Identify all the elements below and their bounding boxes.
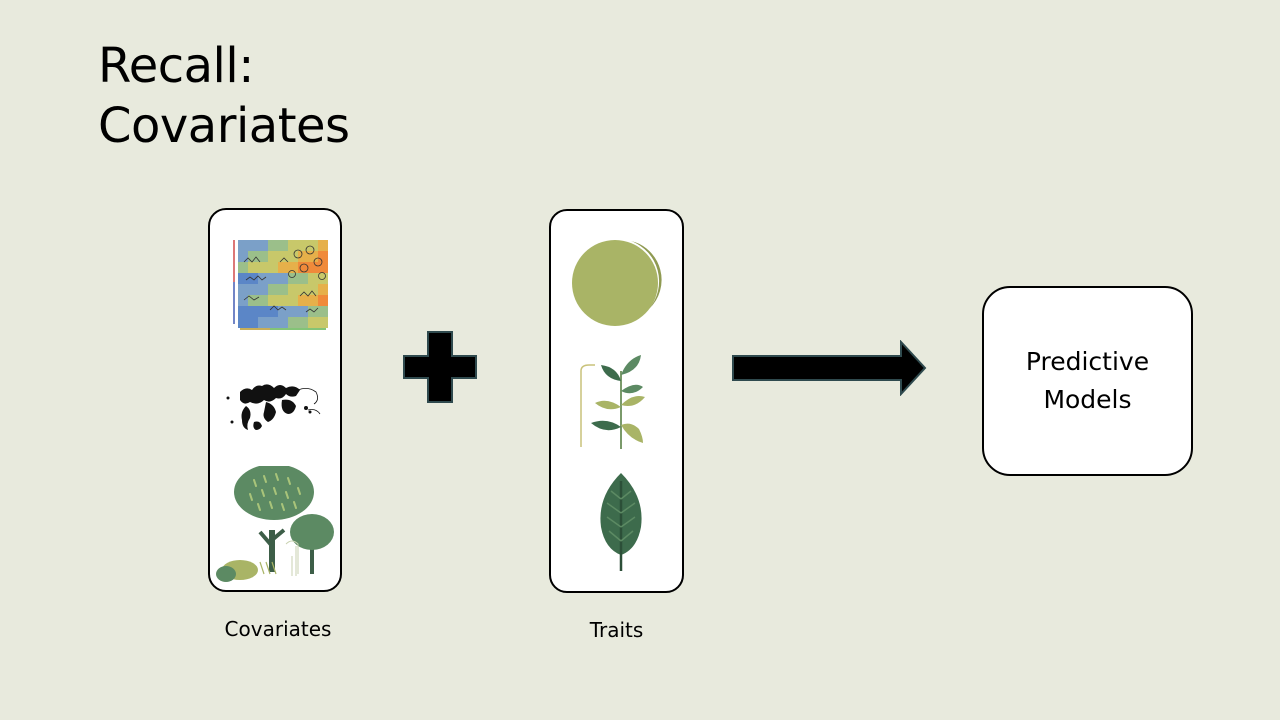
heatmap-cell <box>278 317 288 328</box>
heatmap-cell <box>268 284 278 295</box>
heatmap-cell <box>248 284 258 295</box>
heatmap-cell <box>288 240 298 251</box>
heatmap-cell <box>268 273 278 284</box>
heatmap-cell <box>258 262 268 273</box>
heatmap-cell <box>318 295 328 306</box>
heatmap-cell <box>238 273 248 284</box>
heatmap-cell <box>308 295 318 306</box>
heatmap-cell <box>248 306 258 317</box>
heatmap-cell <box>238 306 248 317</box>
heatmap-cell <box>258 240 268 251</box>
heatmap-cell <box>238 295 248 306</box>
heatmap-cell <box>258 284 268 295</box>
heatmap-cell <box>268 295 278 306</box>
heatmap-cell <box>288 284 298 295</box>
heatmap-cell <box>248 317 258 328</box>
seed-icon <box>572 240 662 326</box>
heatmap-cell <box>238 317 248 328</box>
slide-title: Recall: Covariates <box>98 38 350 154</box>
heatmap-cell <box>278 284 288 295</box>
covariates-caption: Covariates <box>224 617 332 641</box>
heatmap-cell <box>238 262 248 273</box>
heatmap-cell <box>248 295 258 306</box>
heatmap-cell <box>248 251 258 262</box>
heatmap-cell <box>278 262 288 273</box>
map-icon <box>226 384 321 430</box>
heatmap-cell <box>288 295 298 306</box>
heatmap-cell <box>308 284 318 295</box>
heatmap-cell <box>238 240 248 251</box>
heatmap-cell <box>298 284 308 295</box>
heatmap-cell <box>308 251 318 262</box>
traits-caption: Traits <box>589 618 644 642</box>
heatmap-cell <box>298 306 308 317</box>
heatmap-cell <box>308 262 318 273</box>
heatmap-cell <box>318 240 328 251</box>
heatmap-cell <box>278 240 288 251</box>
heatmap-cell <box>318 317 328 328</box>
trees-icon <box>216 466 334 582</box>
heatmap-cell <box>258 306 268 317</box>
heatmap-cell <box>268 317 278 328</box>
predictive-models-box: Predictive Models <box>982 286 1193 476</box>
heatmap-cell <box>278 273 288 284</box>
heatmap-cell <box>298 251 308 262</box>
heatmap-cell <box>268 251 278 262</box>
heatmap-cell <box>248 240 258 251</box>
heatmap-cell <box>318 306 328 317</box>
heatmap-cell <box>298 273 308 284</box>
heatmap-cell <box>298 240 308 251</box>
heatmap-cell <box>258 317 268 328</box>
heatmap-cell <box>238 251 248 262</box>
heatmap-cell <box>288 306 298 317</box>
heatmap-cell <box>308 317 318 328</box>
heatmap-cell <box>288 317 298 328</box>
heatmap-cell <box>278 295 288 306</box>
covariates-panel <box>208 208 342 592</box>
heatmap-cell <box>298 317 308 328</box>
heatmap-cell <box>318 273 328 284</box>
heatmap-cell <box>308 240 318 251</box>
heatmap-cell <box>318 262 328 273</box>
heatmap-cell <box>268 262 278 273</box>
heatmap-cell <box>238 284 248 295</box>
heatmap-cell <box>268 240 278 251</box>
predictive-models-label: Predictive Models <box>1025 347 1150 414</box>
plus-icon <box>403 331 477 403</box>
arrow-right-icon <box>732 340 927 396</box>
heatmap-cell <box>278 251 288 262</box>
heatmap-cell <box>298 262 308 273</box>
heatmap-icon <box>233 240 328 330</box>
heatmap-cell <box>278 306 288 317</box>
traits-panel <box>549 209 684 593</box>
heatmap-cell <box>288 262 298 273</box>
heatmap-cell <box>318 284 328 295</box>
heatmap-cell <box>248 262 258 273</box>
heatmap-cell <box>288 273 298 284</box>
heatmap-cell <box>308 273 318 284</box>
heatmap-cell <box>258 251 268 262</box>
heatmap-cell <box>258 273 268 284</box>
heatmap-cell <box>268 306 278 317</box>
leaf-icon <box>600 473 642 571</box>
plant-stem-icon <box>580 355 645 449</box>
heatmap-cell <box>248 273 258 284</box>
heatmap-cell <box>318 251 328 262</box>
heatmap-cell <box>258 295 268 306</box>
heatmap-cell <box>288 251 298 262</box>
heatmap-cell <box>298 295 308 306</box>
